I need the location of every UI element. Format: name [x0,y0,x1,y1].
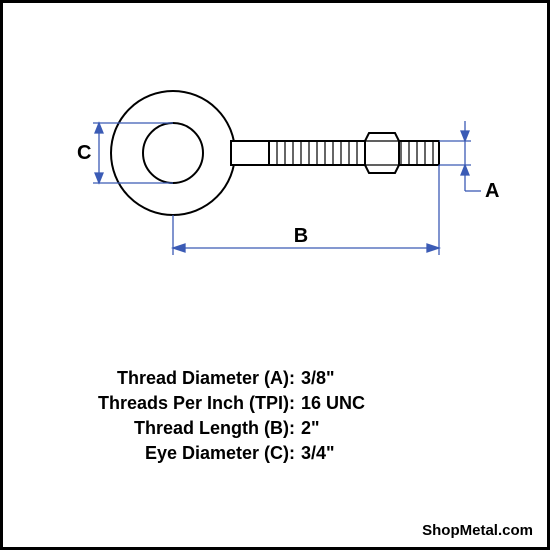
spec-label: Thread Length (B): [43,418,301,439]
spec-label: Threads Per Inch (TPI): [43,393,301,414]
spec-label: Eye Diameter (C): [43,443,301,464]
label-b: B [294,225,308,247]
watermark: ShopMetal.com [422,522,533,539]
spec-row: Eye Diameter (C): 3/4" [43,443,513,464]
spec-row: Thread Length (B): 2" [43,418,513,439]
spec-table: Thread Diameter (A): 3/8" Threads Per In… [43,368,513,468]
eyebolt-diagram: C B [33,43,523,303]
spec-label: Thread Diameter (A): [43,368,301,389]
spec-value: 3/4" [301,443,335,464]
diagram-svg: C B [33,43,523,303]
outer-frame: C B [0,0,550,550]
eyebolt-part [111,91,439,215]
spec-value: 3/8" [301,368,335,389]
dimension-a [439,121,481,191]
label-a: A [485,180,499,202]
spec-row: Thread Diameter (A): 3/8" [43,368,513,389]
spec-value: 2" [301,418,320,439]
spec-value: 16 UNC [301,393,365,414]
label-c: C [77,142,91,164]
spec-row: Threads Per Inch (TPI): 16 UNC [43,393,513,414]
